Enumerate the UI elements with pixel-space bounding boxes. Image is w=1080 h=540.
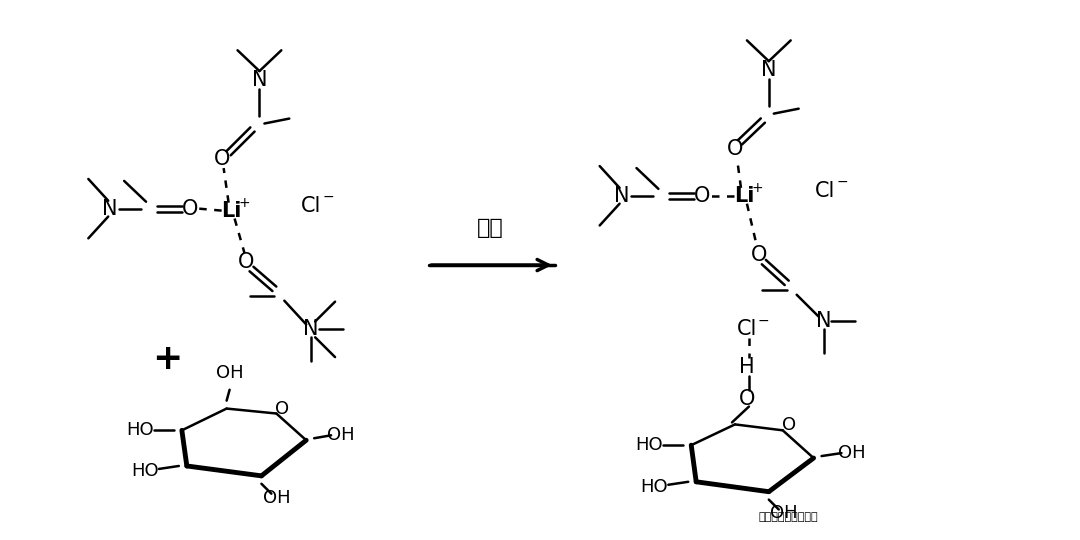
Text: O: O — [181, 199, 198, 219]
Text: OH: OH — [216, 364, 243, 382]
Text: HO: HO — [640, 478, 669, 496]
Text: HO: HO — [636, 436, 663, 454]
Text: Li: Li — [221, 201, 242, 221]
Text: O: O — [739, 389, 755, 409]
Text: OH: OH — [838, 444, 865, 462]
Text: O: O — [214, 149, 230, 169]
Text: Li: Li — [733, 186, 754, 206]
Text: N: N — [613, 186, 630, 206]
Text: Cl: Cl — [301, 195, 322, 215]
Text: OH: OH — [327, 426, 355, 444]
Text: HO: HO — [132, 462, 159, 480]
Text: Cl: Cl — [815, 181, 836, 201]
Text: O: O — [694, 186, 711, 206]
Text: 溶解: 溶解 — [477, 219, 503, 239]
Text: −: − — [837, 175, 848, 189]
Text: O: O — [239, 252, 255, 272]
Text: +: + — [152, 342, 183, 376]
Text: HO: HO — [126, 421, 153, 440]
Text: N: N — [103, 199, 118, 219]
Text: −: − — [322, 190, 334, 204]
Text: +: + — [239, 195, 251, 210]
Text: O: O — [782, 416, 796, 434]
Text: N: N — [815, 312, 832, 332]
Text: N: N — [252, 70, 267, 90]
Text: OH: OH — [262, 489, 291, 507]
Text: O: O — [727, 139, 743, 159]
Text: H: H — [739, 357, 755, 377]
Text: 食品与发酵工业杂志: 食品与发酵工业杂志 — [759, 512, 819, 522]
Text: N: N — [761, 60, 777, 80]
Text: N: N — [303, 319, 319, 339]
Text: Cl: Cl — [737, 319, 757, 339]
Text: +: + — [751, 181, 762, 195]
Text: OH: OH — [770, 504, 797, 523]
Text: O: O — [751, 245, 767, 265]
Text: O: O — [275, 400, 289, 417]
Text: −: − — [758, 314, 770, 327]
